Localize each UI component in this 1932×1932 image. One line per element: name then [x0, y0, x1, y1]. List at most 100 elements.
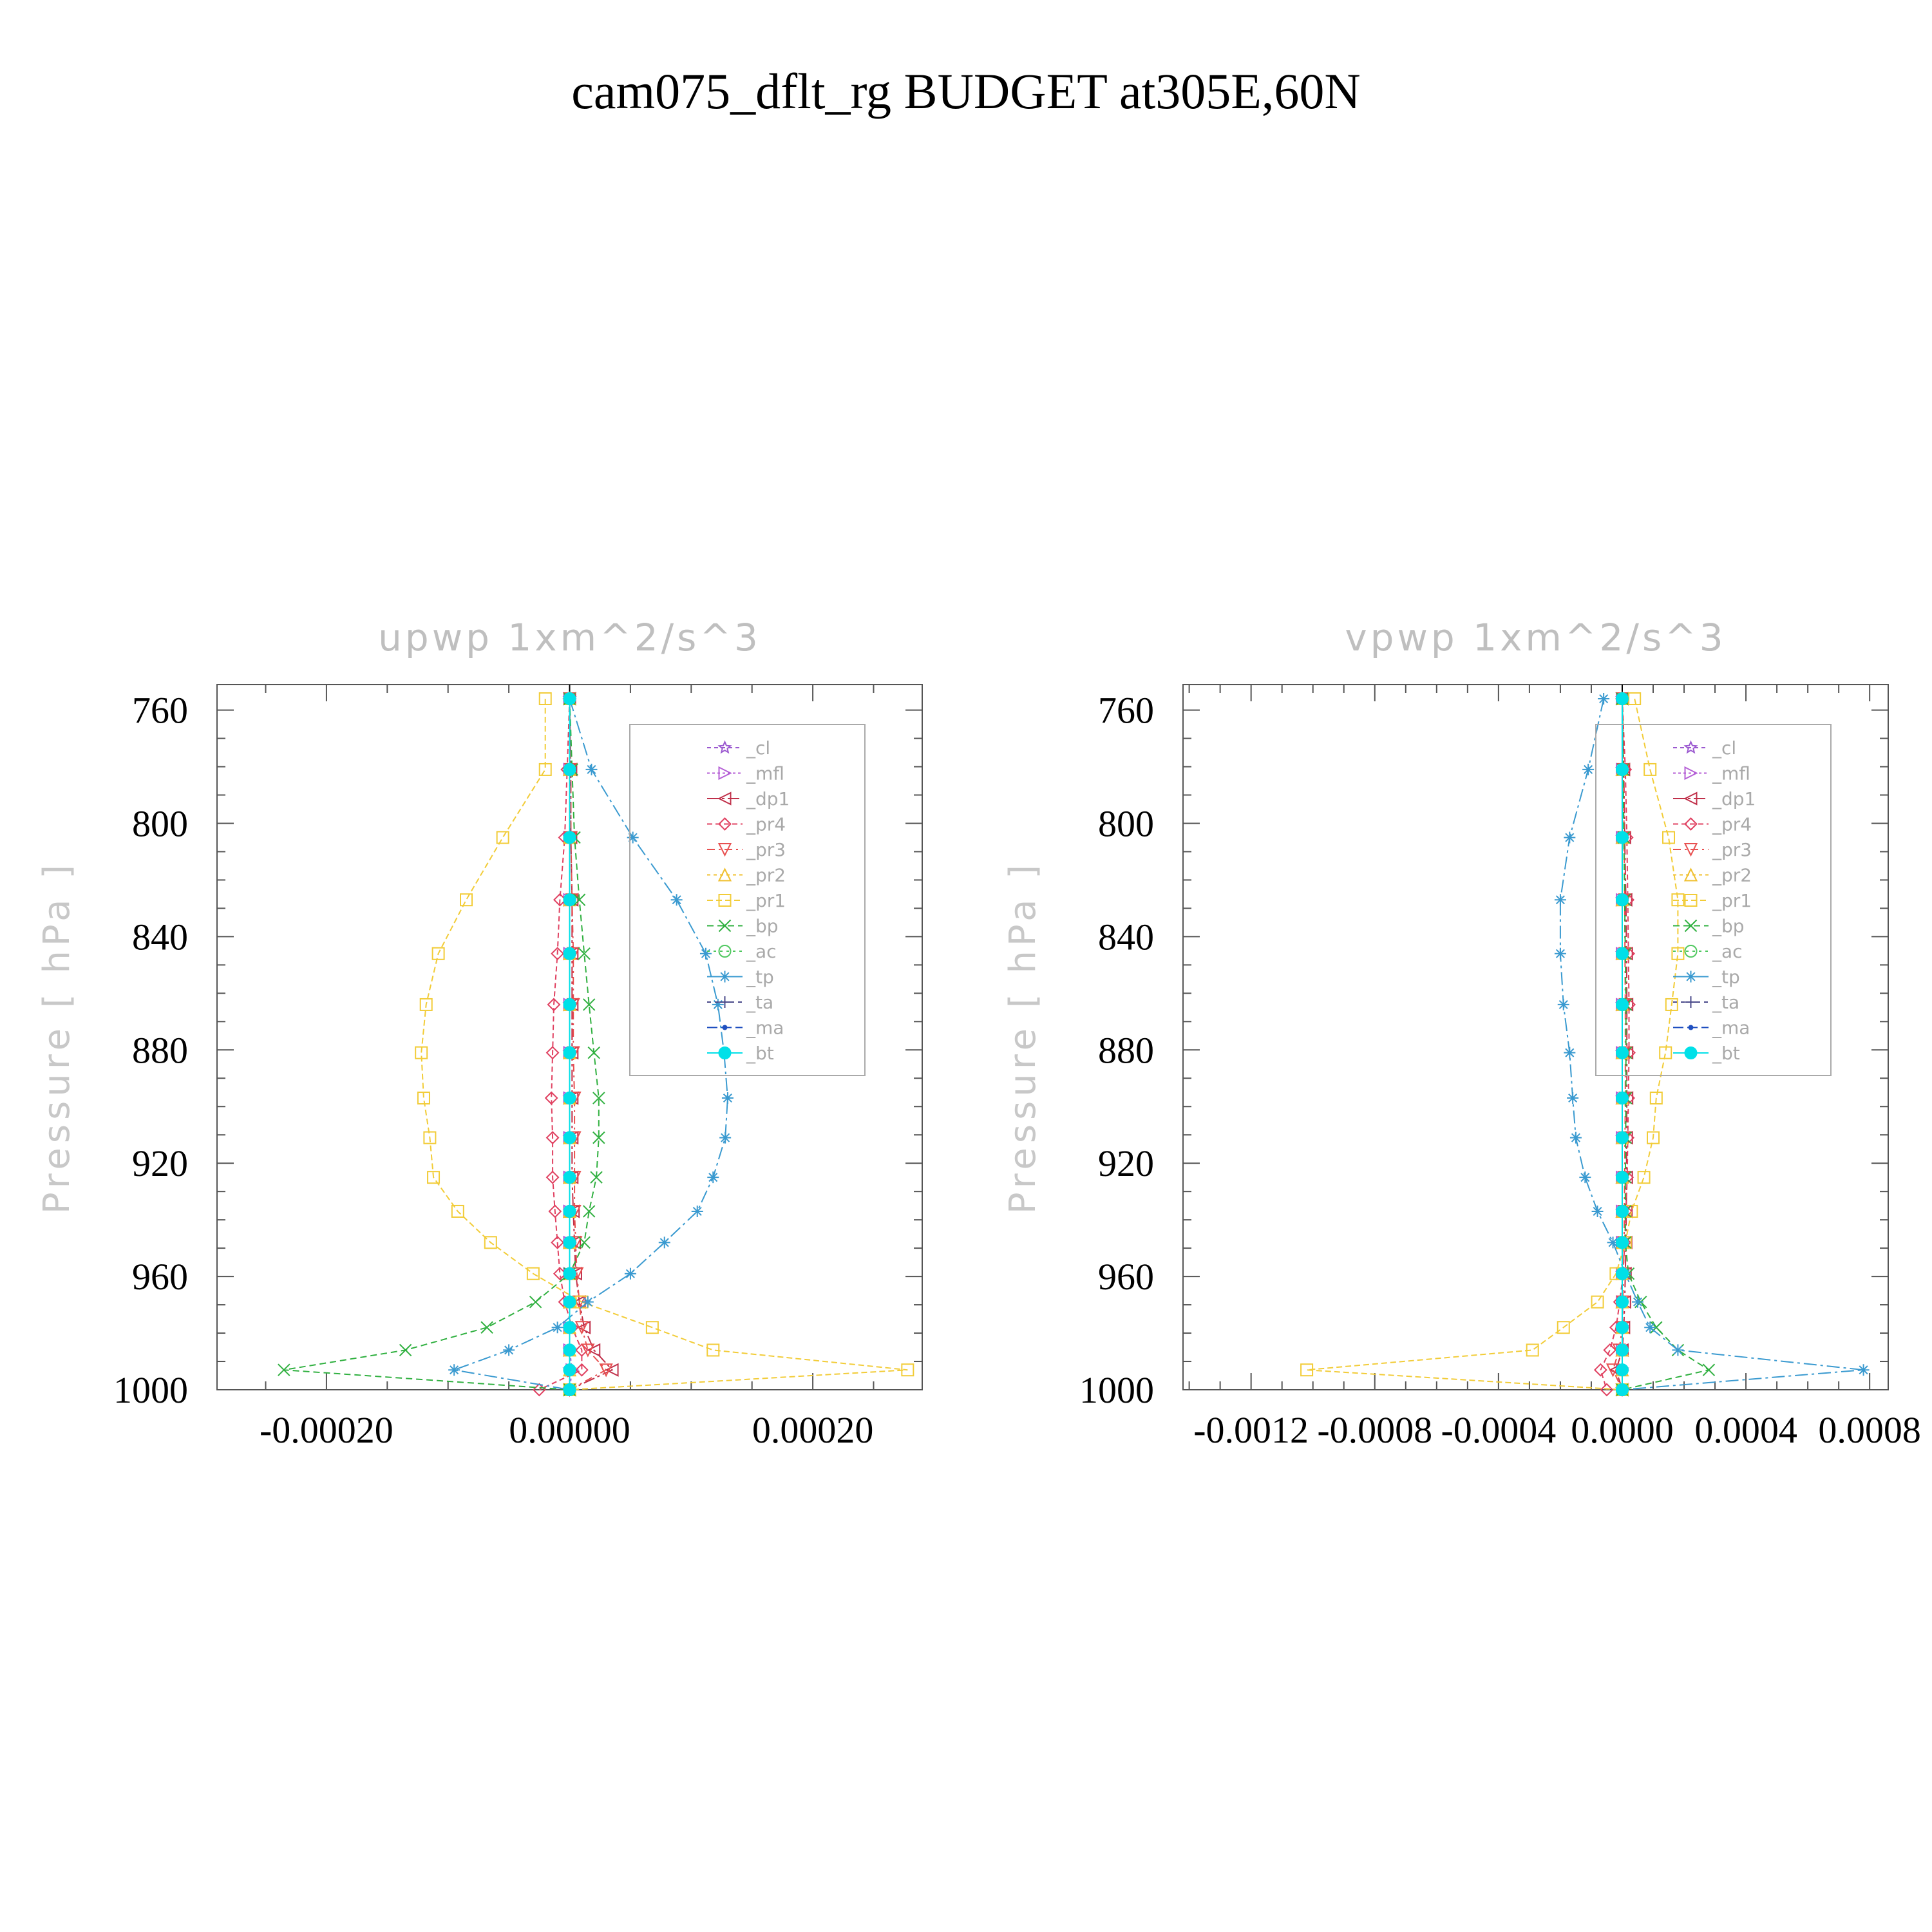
- legend-entry-label: _ac: [1712, 941, 1743, 962]
- data-point: [587, 1046, 600, 1059]
- legend-entry-label: _pr4: [1712, 814, 1752, 835]
- data-point: [563, 1321, 576, 1334]
- data-point: [719, 1132, 732, 1144]
- legend-entry-label: _cl: [1712, 737, 1736, 759]
- data-point: [423, 1131, 437, 1144]
- legend-entry-label: _mfl: [1712, 763, 1750, 784]
- data-point: [574, 1363, 589, 1377]
- series-line: [1559, 698, 1864, 1390]
- data-point: [1615, 1295, 1629, 1309]
- data-point: [1644, 1321, 1656, 1334]
- legend-entry-label: _ta: [746, 992, 773, 1013]
- series-pr1: [1300, 692, 1685, 1396]
- data-point: [460, 893, 473, 907]
- data-point: [551, 947, 565, 961]
- data-point: [1603, 1343, 1617, 1357]
- legend-entry-label: _bt: [1712, 1043, 1740, 1064]
- legend-marker: [1684, 1046, 1698, 1059]
- data-point: [427, 1171, 440, 1184]
- legend-entry-label: _bt: [746, 1043, 774, 1064]
- data-point: [1615, 1092, 1629, 1105]
- data-point: [1526, 1343, 1539, 1357]
- data-point: [582, 1205, 596, 1218]
- legend-entry-label: _mfl: [746, 763, 784, 784]
- legend-entry-label: _tp: [746, 967, 774, 988]
- data-point: [1554, 947, 1566, 960]
- data-point: [699, 947, 712, 960]
- series-bt: [1615, 692, 1629, 1396]
- data-point: [1702, 1363, 1716, 1376]
- data-point: [1557, 1321, 1570, 1334]
- data-point: [574, 1343, 589, 1357]
- data-point: [585, 763, 598, 775]
- legend-marker: [1684, 817, 1698, 831]
- data-point: [1647, 1131, 1660, 1144]
- data-point: [587, 1343, 601, 1358]
- data-point: [545, 1170, 560, 1184]
- data-point: [563, 1343, 576, 1357]
- legend-entry-label: _ta: [1712, 992, 1739, 1013]
- data-point: [578, 1236, 591, 1249]
- data-point: [415, 1046, 428, 1059]
- data-point: [503, 1344, 515, 1356]
- data-point: [1615, 947, 1629, 960]
- data-point: [624, 1267, 636, 1280]
- data-point: [592, 1092, 605, 1104]
- data-point: [1600, 1383, 1614, 1397]
- data-point: [1637, 1171, 1651, 1184]
- legend-entry-label: _pr4: [746, 814, 786, 835]
- legend-entry-label: _pr3: [1712, 839, 1752, 860]
- data-point: [1591, 1205, 1604, 1217]
- legend-marker: [718, 1046, 732, 1059]
- legend-marker: [719, 971, 731, 983]
- data-point: [1659, 1046, 1672, 1059]
- data-point: [1615, 1363, 1629, 1377]
- data-point: [563, 692, 576, 705]
- data-point: [1615, 1046, 1629, 1059]
- data-point: [582, 1296, 594, 1308]
- x-tick-label: 0.0008: [1818, 1409, 1921, 1451]
- figure-title: cam075_dflt_rg BUDGET at305E,60N: [571, 63, 1360, 119]
- data-point: [627, 831, 639, 844]
- data-point: [1672, 1344, 1684, 1356]
- data-point: [1569, 1132, 1582, 1144]
- legend-entry-label: _dp1: [1712, 788, 1756, 810]
- data-point: [1593, 1363, 1607, 1377]
- data-point: [1662, 831, 1676, 844]
- legend: _cl _mfl _dp1 _pr4 _pr3 _pr2 _pr1 _bp _ac _tp _ta _…: [629, 724, 866, 1076]
- data-point: [419, 998, 433, 1011]
- data-point: [563, 1383, 576, 1396]
- y-tick-label: 800: [1098, 802, 1154, 844]
- data-point: [1649, 1092, 1663, 1105]
- data-point: [582, 998, 596, 1011]
- data-point: [573, 893, 586, 906]
- data-point: [496, 831, 509, 844]
- data-point: [1643, 762, 1657, 776]
- plot-frame: [1182, 684, 1889, 1390]
- legend-marker: [1683, 843, 1698, 857]
- data-point: [712, 998, 724, 1010]
- legend-entry-label: _ma: [1712, 1018, 1750, 1039]
- x-tick-label: 0.00020: [752, 1409, 874, 1451]
- legend-marker: [1683, 740, 1698, 754]
- data-point: [576, 1320, 591, 1334]
- data-point: [563, 1295, 576, 1309]
- legend-marker: [718, 766, 732, 781]
- data-point: [1615, 692, 1629, 705]
- legend-marker: [1683, 791, 1698, 806]
- legend-entry-label: _pr2: [746, 865, 786, 886]
- data-point: [538, 692, 552, 705]
- legend-entry-label: _bp: [746, 916, 779, 937]
- legend-marker: [1684, 894, 1698, 907]
- data-point: [1591, 1295, 1604, 1309]
- data-point: [1564, 1046, 1576, 1059]
- data-point: [480, 1321, 493, 1334]
- legend-entry-label: _pr1: [1712, 890, 1752, 911]
- data-point: [1615, 1171, 1629, 1184]
- data-point: [1598, 692, 1610, 705]
- y-tick-label: 960: [132, 1256, 188, 1298]
- data-point: [431, 947, 445, 960]
- x-tick-label: 0.0000: [1571, 1409, 1674, 1451]
